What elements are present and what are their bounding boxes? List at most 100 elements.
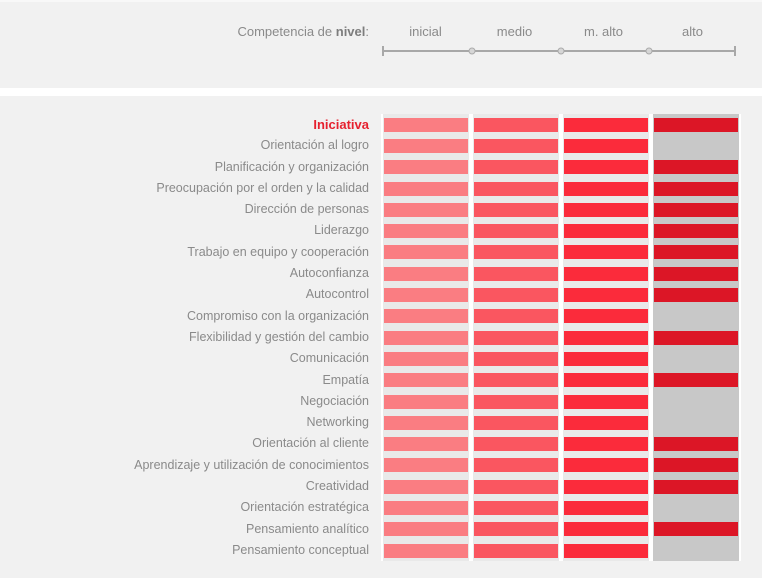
level-cell	[473, 199, 559, 220]
level-bar	[654, 160, 738, 175]
competency-row-label[interactable]: Preocupación por el orden y la calidad	[156, 180, 369, 195]
level-cell	[473, 497, 559, 518]
competency-row-label[interactable]: Trabajo en equipo y cooperación	[187, 244, 369, 259]
competency-row-label[interactable]: Flexibilidad y gestión del cambio	[189, 329, 369, 344]
level-cell	[383, 284, 469, 305]
level-cell	[383, 306, 469, 327]
level-bar	[564, 458, 648, 473]
level-bar	[474, 117, 558, 132]
level-bar	[384, 458, 468, 473]
competency-row-label[interactable]: Pensamiento analítico	[246, 521, 369, 536]
level-bar	[564, 224, 648, 239]
legend-caption-suffix: :	[365, 24, 369, 39]
level-bar	[384, 288, 468, 303]
level-bar	[654, 117, 738, 132]
level-label-m-alto: m. alto	[583, 24, 623, 39]
level-cell	[473, 412, 559, 433]
level-bar	[474, 266, 558, 281]
level-cell	[563, 306, 649, 327]
level-cell	[563, 476, 649, 497]
level-cell	[473, 242, 559, 263]
competency-chart: Iniciativa Orientación al logro Planificac…	[0, 114, 741, 562]
level-cell	[563, 412, 649, 433]
competency-row-label[interactable]: Orientación al logro	[260, 138, 369, 153]
level-bar	[384, 330, 468, 345]
level-bar	[564, 117, 648, 132]
level-cell	[653, 455, 739, 476]
competency-row-label[interactable]: Empatía	[322, 372, 369, 387]
level-bar	[384, 202, 468, 217]
level-bar	[384, 224, 468, 239]
level-cell	[563, 242, 649, 263]
level-cell	[383, 242, 469, 263]
level-bar	[384, 522, 468, 537]
competency-labels-column: Iniciativa Orientación al logro Planificac…	[0, 114, 381, 561]
level-bar	[474, 330, 558, 345]
level-cell	[383, 263, 469, 284]
competency-row-label[interactable]: Negociación	[300, 393, 369, 408]
level-cell	[653, 284, 739, 305]
competency-row-label[interactable]: Networking	[306, 415, 369, 430]
level-cell	[563, 263, 649, 284]
level-cell	[473, 433, 559, 454]
level-bar	[654, 288, 738, 303]
competency-row-label[interactable]: Liderazgo	[314, 223, 369, 238]
level-cell	[563, 114, 649, 135]
level-bar	[474, 202, 558, 217]
level-bar	[384, 351, 468, 366]
level-cell	[473, 391, 559, 412]
competency-row-label[interactable]: Comunicación	[289, 351, 369, 366]
level-cell	[473, 114, 559, 135]
level-bar	[564, 245, 648, 260]
level-cell	[653, 348, 739, 369]
level-cell	[653, 178, 739, 199]
level-bar	[654, 437, 738, 452]
competency-row-label[interactable]: Autoconfianza	[289, 266, 369, 281]
level-bar	[654, 266, 738, 281]
level-bar	[384, 437, 468, 452]
competency-row-label[interactable]: Dirección de personas	[244, 202, 369, 217]
legend-caption-bold: nivel	[335, 24, 366, 39]
level-bar	[474, 245, 558, 260]
level-bar	[384, 394, 468, 409]
level-cell	[473, 135, 559, 156]
level-bar	[564, 351, 648, 366]
level-cell	[383, 497, 469, 518]
level-cell	[563, 220, 649, 241]
level-bar	[474, 373, 558, 388]
column-strip-alto	[653, 114, 739, 562]
level-cell	[383, 199, 469, 220]
competency-row-label[interactable]: Aprendizaje y utilización de conocimient…	[134, 457, 369, 472]
level-cell	[473, 455, 559, 476]
competency-row-label[interactable]: Orientación estratégica	[240, 500, 369, 515]
competency-row-label[interactable]: Creatividad	[305, 479, 369, 494]
level-bar	[654, 373, 738, 388]
level-bar	[654, 479, 738, 494]
competency-row-label[interactable]: Autocontrol	[305, 287, 369, 302]
competency-row-label[interactable]: Compromiso con la organización	[186, 308, 369, 323]
level-bar	[564, 309, 648, 324]
level-bar	[474, 160, 558, 175]
level-bar	[654, 224, 738, 239]
level-bars-area	[381, 114, 741, 562]
level-bar	[564, 202, 648, 217]
level-cell	[653, 540, 739, 561]
level-bar	[654, 245, 738, 260]
competency-row-label[interactable]: Orientación al cliente	[252, 436, 369, 451]
level-cell	[473, 476, 559, 497]
level-scale-labels: inicial medio m. alto alto	[381, 24, 737, 39]
competency-row-label[interactable]: Iniciativa	[313, 117, 369, 132]
level-bar	[654, 330, 738, 345]
level-bar	[474, 479, 558, 494]
level-scale-axis	[382, 46, 736, 56]
level-cell	[563, 157, 649, 178]
level-bar	[564, 138, 648, 153]
level-bar	[474, 458, 558, 473]
competency-row-label[interactable]: Pensamiento conceptual	[232, 542, 369, 557]
level-bar	[384, 500, 468, 515]
level-cell	[653, 497, 739, 518]
competency-row-label[interactable]: Planificación y organización	[214, 159, 369, 174]
level-cell	[653, 263, 739, 284]
level-bar	[564, 160, 648, 175]
